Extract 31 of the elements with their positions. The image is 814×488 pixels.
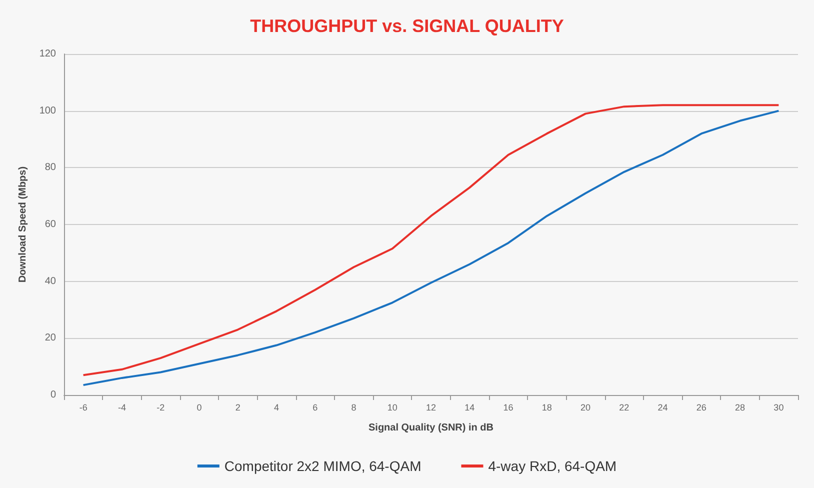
x-tick-label: 24 — [658, 402, 668, 412]
legend-label: 4-way RxD, 64-QAM — [488, 458, 617, 474]
y-tick-label: 20 — [44, 332, 56, 344]
x-tick-label: 6 — [312, 402, 318, 412]
x-tick-label: -4 — [118, 402, 126, 412]
x-tick-label: 4 — [274, 402, 279, 412]
x-tick-label: 30 — [774, 402, 784, 412]
x-tick-label: 8 — [351, 402, 356, 412]
x-axis-title: Signal Quality (SNR) in dB — [368, 422, 494, 434]
y-tick-label: 0 — [50, 390, 56, 400]
y-tick-label: 80 — [44, 162, 56, 174]
x-tick-label: -6 — [79, 402, 88, 412]
x-tick-label: 10 — [387, 402, 398, 412]
x-tick-label: 16 — [503, 402, 514, 412]
y-tick-label: 100 — [39, 105, 56, 116]
x-tick-label: 12 — [426, 402, 436, 412]
x-tick-label: 26 — [696, 402, 706, 412]
x-tick-label: 22 — [619, 402, 630, 412]
x-tick-label: 20 — [580, 402, 591, 412]
x-tick-label: 18 — [542, 402, 552, 412]
x-tick-label: 28 — [735, 402, 746, 412]
y-tick-label: 40 — [44, 276, 56, 287]
y-axis-title: Download Speed (Mbps) — [18, 166, 28, 283]
y-tick-label: 120 — [39, 48, 56, 60]
x-tick-label: 0 — [196, 402, 202, 412]
x-tick-label: 2 — [235, 402, 240, 412]
x-tick-label: -2 — [156, 402, 165, 412]
x-tick-label: 14 — [464, 402, 475, 412]
chart-title: THROUGHPUT vs. SIGNAL QUALITY — [250, 16, 564, 36]
y-tick-label: 60 — [44, 219, 56, 230]
legend-label: Competitor 2x2 MIMO, 64-QAM — [224, 458, 422, 474]
